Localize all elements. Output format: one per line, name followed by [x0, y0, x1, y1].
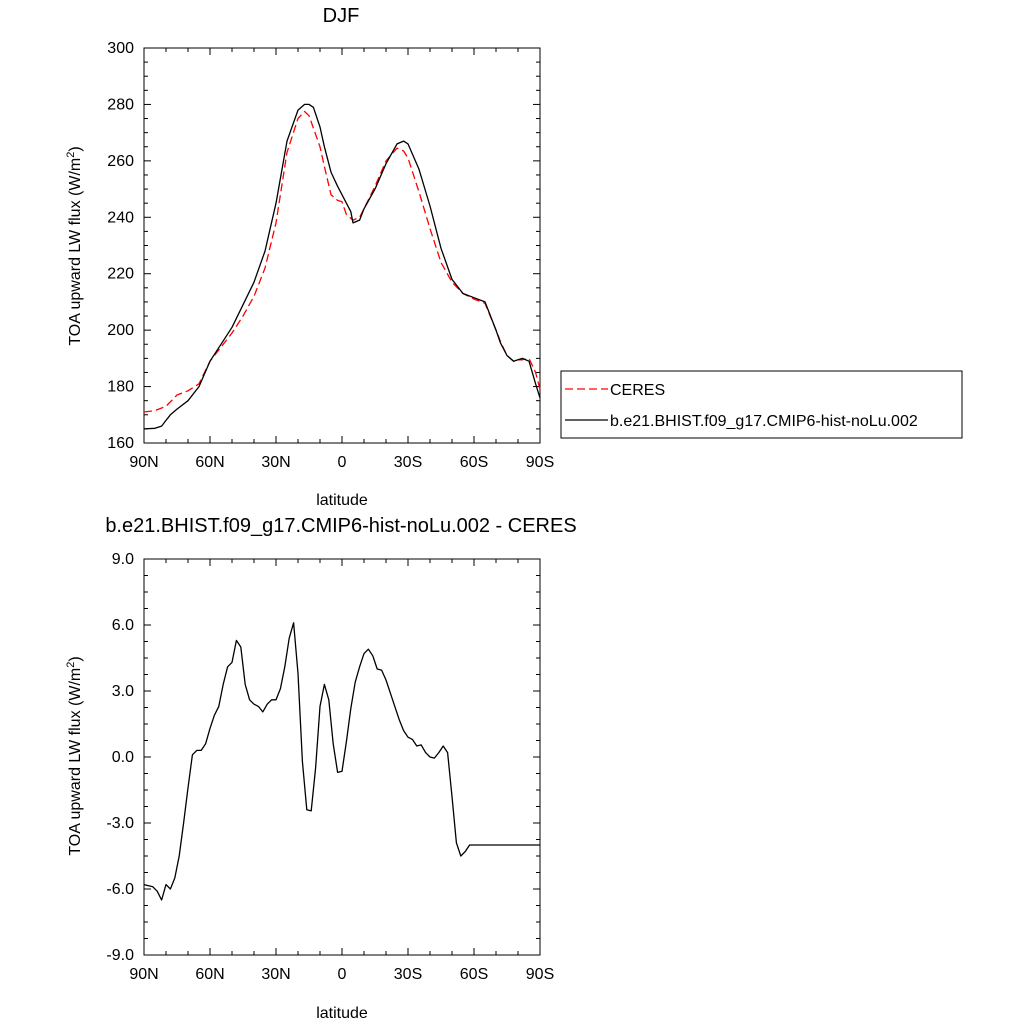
- chart-top-series: [143, 103, 541, 430]
- chart-top-y-axis-label: TOA upward LW flux (W/m2): [65, 146, 84, 345]
- y-tick-label: 200: [107, 322, 134, 339]
- chart-bottom-series: [143, 622, 540, 901]
- y-tick-label: 180: [107, 379, 134, 396]
- y-tick-label: -6.0: [106, 881, 134, 898]
- x-tick-label: 60N: [195, 966, 224, 983]
- x-tick-label: 90S: [526, 966, 554, 983]
- series-line-ceres: [143, 110, 541, 413]
- chart-bottom: b.e21.BHIST.f09_g17.CMIP6-hist-noLu.002 …: [65, 515, 577, 1022]
- y-tick-label: 280: [107, 96, 134, 113]
- y-tick-label: -9.0: [106, 947, 134, 964]
- chart-top-legend: CERES b.e21.BHIST.f09_g17.CMIP6-hist-noL…: [560, 370, 963, 439]
- legend-label-model: b.e21.BHIST.f09_g17.CMIP6-hist-noLu.002: [610, 413, 918, 430]
- series-line-b-e21-bhist-f09-g17-cmip6-hist-nolu-002: [143, 103, 541, 430]
- x-tick-label: 60N: [195, 454, 224, 471]
- chart-bottom-ticks: [143, 558, 541, 956]
- x-tick-label: 0: [338, 454, 347, 471]
- x-tick-label: 90S: [526, 454, 554, 471]
- chart-bottom-title: b.e21.BHIST.f09_g17.CMIP6-hist-noLu.002 …: [105, 515, 576, 537]
- chart-top-plot-frame: [143, 47, 541, 444]
- x-tick-label: 30N: [261, 966, 290, 983]
- x-tick-label: 90N: [129, 966, 158, 983]
- chart-top-ticks: [143, 47, 541, 444]
- chart-bottom-plot-frame: [143, 558, 541, 956]
- y-tick-label: 260: [107, 153, 134, 170]
- y-tick-label: 240: [107, 209, 134, 226]
- x-tick-label: 30N: [261, 454, 290, 471]
- y-tick-label: -3.0: [106, 815, 134, 832]
- chart-top-title: DJF: [323, 5, 360, 27]
- chart-top-x-axis-label: latitude: [316, 492, 368, 509]
- x-tick-label: 30S: [394, 454, 422, 471]
- chart-bottom-x-axis-label: latitude: [316, 1005, 368, 1022]
- y-tick-label: 9.0: [112, 551, 134, 568]
- x-tick-label: 60S: [460, 454, 488, 471]
- y-tick-label: 160: [107, 435, 134, 452]
- chart-top-tick-labels: 90N 60N 30N 0 30S 60S 90S 160 180 200 220 240 260 280…: [107, 40, 554, 471]
- chart-bottom-tick-labels: 90N 60N 30N 0 30S 60S 90S -9.0 -6.0 -3.0 0.0 3.0 6.0…: [106, 551, 554, 983]
- x-tick-label: 30S: [394, 966, 422, 983]
- y-tick-label: 0.0: [112, 749, 134, 766]
- x-tick-label: 60S: [460, 966, 488, 983]
- y-tick-label: 3.0: [112, 683, 134, 700]
- chart-top: DJF 90N 60N 30N 0 30S 60S 90S 160 180 200 220 240 26…: [65, 5, 963, 509]
- series-line-0: [143, 622, 540, 901]
- y-tick-label: 220: [107, 266, 134, 283]
- y-tick-label: 300: [107, 40, 134, 57]
- x-tick-label: 0: [338, 966, 347, 983]
- legend-frame: [560, 370, 963, 439]
- y-tick-label: 6.0: [112, 617, 134, 634]
- legend-label-ceres: CERES: [610, 382, 665, 399]
- chart-bottom-y-axis-label: TOA upward LW flux (W/m2): [65, 656, 84, 855]
- x-tick-label: 90N: [129, 454, 158, 471]
